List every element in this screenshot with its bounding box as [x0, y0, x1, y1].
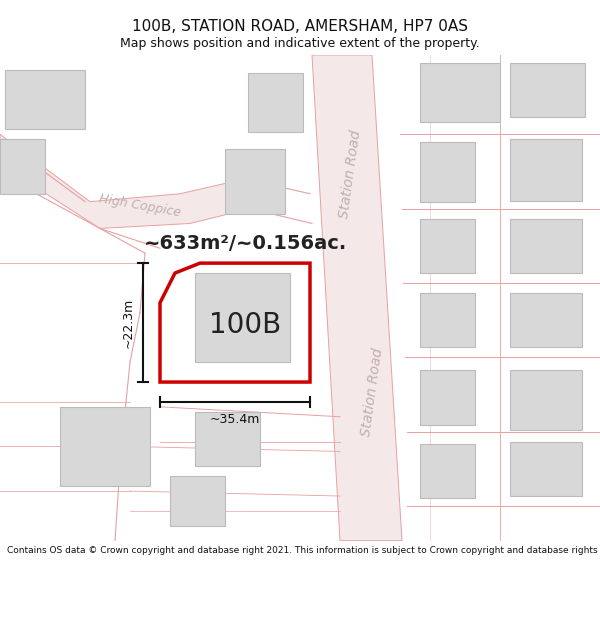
Bar — [510, 370, 582, 429]
Bar — [248, 73, 303, 132]
Bar — [510, 219, 582, 273]
Bar — [195, 273, 290, 362]
Text: 100B, STATION ROAD, AMERSHAM, HP7 0AS: 100B, STATION ROAD, AMERSHAM, HP7 0AS — [132, 19, 468, 34]
Bar — [225, 149, 285, 214]
Bar — [420, 444, 475, 498]
Bar — [420, 63, 500, 122]
Text: Station Road: Station Road — [337, 129, 363, 219]
Bar — [420, 370, 475, 424]
Polygon shape — [312, 55, 402, 541]
Text: Station Road: Station Road — [359, 347, 385, 437]
Polygon shape — [0, 134, 250, 228]
Bar — [510, 63, 585, 118]
Bar — [195, 412, 260, 466]
Bar — [420, 293, 475, 348]
Text: High Coppice: High Coppice — [98, 192, 182, 219]
Text: ~35.4m: ~35.4m — [210, 413, 260, 426]
Text: ~633m²/~0.156ac.: ~633m²/~0.156ac. — [143, 234, 347, 253]
Bar — [170, 476, 225, 526]
Bar — [420, 142, 475, 202]
Bar — [60, 407, 150, 486]
Text: Map shows position and indicative extent of the property.: Map shows position and indicative extent… — [120, 38, 480, 50]
Bar — [0, 139, 45, 194]
Bar — [510, 293, 582, 348]
Text: 100B: 100B — [209, 311, 281, 339]
Bar — [5, 70, 85, 129]
Bar — [510, 441, 582, 496]
Text: Contains OS data © Crown copyright and database right 2021. This information is : Contains OS data © Crown copyright and d… — [7, 546, 600, 555]
Bar — [510, 139, 582, 201]
Text: ~22.3m: ~22.3m — [122, 298, 135, 348]
Bar — [420, 219, 475, 273]
